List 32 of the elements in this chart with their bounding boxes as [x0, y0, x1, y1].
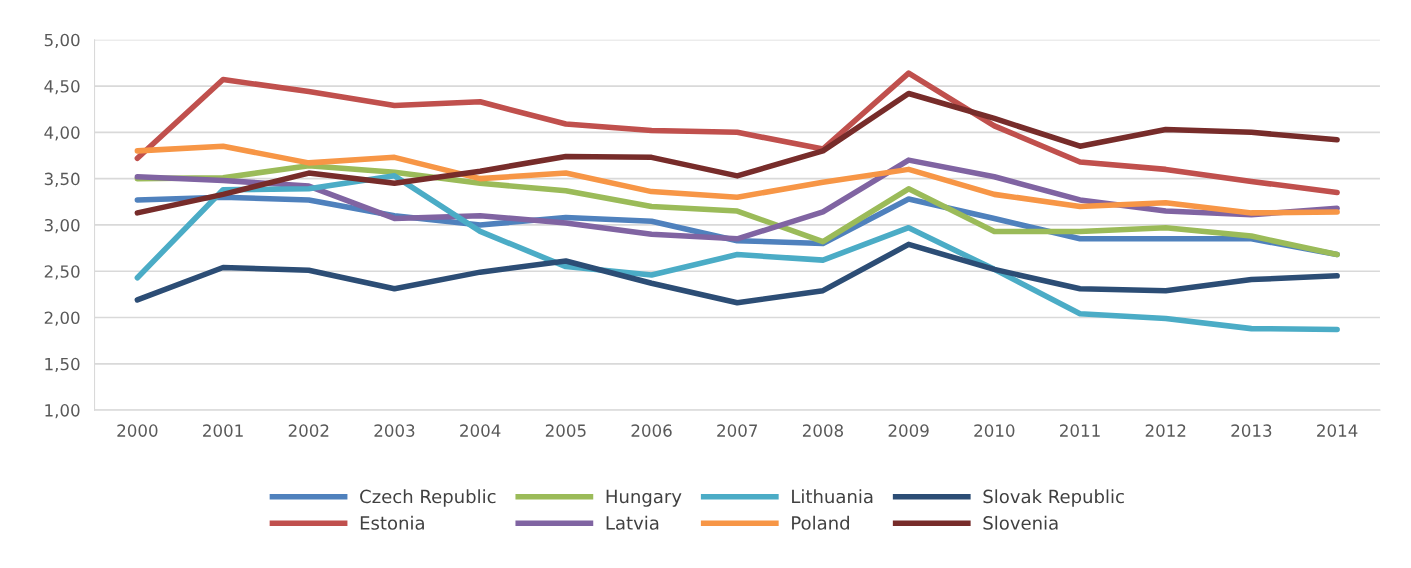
- y-tick-label: 2,50: [44, 265, 80, 280]
- y-tick-label: 4,50: [44, 80, 80, 95]
- x-tick-label: 2003: [374, 424, 415, 437]
- x-tick-label: 2000: [117, 424, 158, 437]
- legend-label: Czech Republic: [360, 489, 496, 507]
- x-tick-label: 2013: [1231, 424, 1272, 437]
- x-tick-label: 2001: [203, 424, 243, 437]
- x-tick-label: 2008: [802, 424, 844, 437]
- y-tick-label: 1,00: [45, 404, 80, 419]
- x-tick-label: 2014: [1317, 424, 1358, 437]
- x-tick-label: 2009: [888, 424, 929, 437]
- legend-label: Hungary: [606, 489, 682, 507]
- x-tick-label: 2006: [631, 424, 672, 437]
- legend-label: Slovenia: [983, 515, 1058, 530]
- x-tick-label: 2012: [1145, 424, 1186, 437]
- y-tick-label: 1,50: [45, 357, 80, 373]
- y-tick-label: 2,00: [44, 311, 80, 326]
- y-tick-label: 5,00: [44, 33, 80, 49]
- x-tick-label: 2007: [717, 424, 758, 437]
- legend-label: Poland: [792, 515, 849, 530]
- legend-label: Lithuania: [792, 489, 873, 504]
- y-tick-label: 4,00: [44, 126, 80, 141]
- legend-label: Latvia: [606, 515, 659, 530]
- y-tick-label: 3,00: [44, 218, 80, 234]
- legend-label: Slovak Republic: [983, 489, 1124, 507]
- x-tick-label: 2011: [1060, 424, 1100, 437]
- x-tick-label: 2002: [288, 424, 329, 437]
- x-tick-label: 2010: [974, 424, 1015, 437]
- x-tick-label: 2005: [545, 424, 586, 437]
- y-tick-label: 3,50: [44, 172, 80, 187]
- legend-label: Estonia: [360, 515, 424, 530]
- x-tick-label: 2004: [460, 424, 501, 437]
